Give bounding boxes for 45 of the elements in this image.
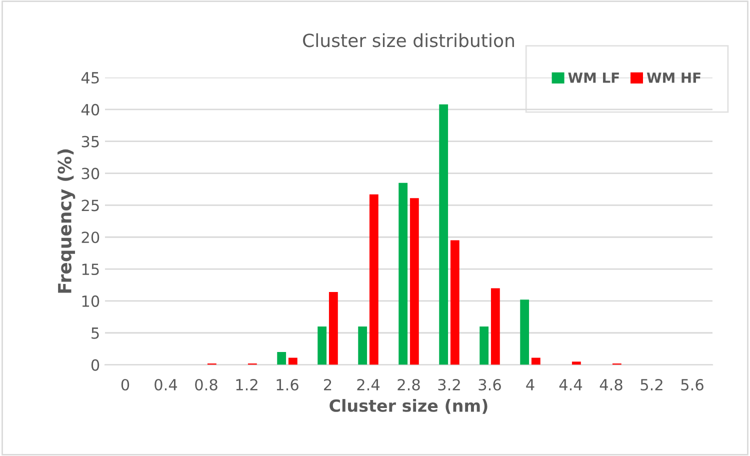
y-axis-title: Frequency (%) (58, 149, 76, 293)
bar (490, 288, 500, 365)
x-tick-label: 0 (121, 378, 130, 391)
x-tick-label: 0.4 (154, 378, 178, 391)
bar (439, 104, 448, 365)
y-tick-label: 35 (82, 136, 99, 148)
legend-label: WM HF (646, 72, 700, 83)
x-tick-label: 0.8 (195, 378, 218, 391)
bar (520, 300, 530, 365)
y-tick-label: 10 (82, 295, 100, 307)
bar (358, 326, 368, 365)
y-tick-label: 25 (82, 200, 99, 212)
bar (531, 358, 540, 365)
x-tick-label: 4.8 (600, 378, 622, 391)
chart-title: Cluster size distribution (303, 33, 514, 48)
bar (288, 358, 298, 365)
bar (572, 362, 581, 365)
y-tick-label: 5 (92, 328, 99, 339)
x-tick-label: 2 (324, 378, 332, 390)
bar (410, 198, 419, 365)
bar (277, 352, 286, 365)
x-tick-label: 4 (526, 379, 534, 390)
y-tick-label: 40 (81, 104, 100, 116)
x-tick-label: 3.6 (478, 378, 501, 391)
bar (480, 326, 489, 365)
x-tick-label: 2.8 (398, 378, 420, 391)
x-tick-label: 2.4 (357, 378, 380, 390)
x-tick-label: 3.2 (438, 378, 460, 391)
bar (398, 182, 408, 365)
bar (450, 240, 460, 365)
x-tick-label: 5.2 (640, 378, 662, 391)
y-tick-label: 30 (82, 168, 100, 180)
y-tick-label: 0 (91, 359, 100, 371)
bar (369, 194, 378, 365)
x-tick-label: 1.2 (236, 378, 258, 390)
x-tick-label: 5.6 (681, 378, 704, 391)
x-axis-title: Cluster size (nm) (330, 399, 488, 414)
bar (328, 292, 338, 365)
x-tick-label: 4.4 (559, 379, 582, 390)
y-tick-label: 45 (81, 72, 99, 84)
bar (318, 326, 327, 365)
y-tick-label: 15 (82, 264, 99, 276)
x-tick-label: 1.6 (276, 378, 298, 391)
legend-label: WM LF (568, 72, 619, 83)
y-tick-label: 20 (82, 232, 100, 244)
